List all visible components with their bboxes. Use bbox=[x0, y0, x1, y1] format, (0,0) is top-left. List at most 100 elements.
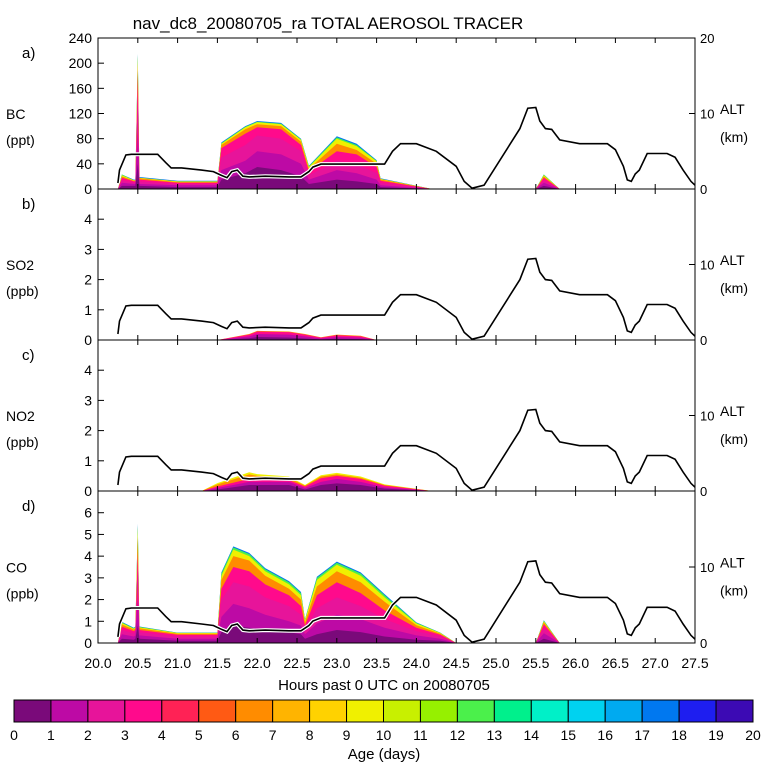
colorbar-swatch bbox=[604, 699, 643, 723]
area-age-0-1 bbox=[117, 163, 695, 189]
colorbar-tick-label: 19 bbox=[708, 727, 724, 743]
x-tick-label: 25.5 bbox=[522, 655, 549, 671]
area-age-1-3 bbox=[117, 334, 695, 340]
altitude-line bbox=[117, 560, 696, 644]
colorbar-swatch bbox=[272, 699, 311, 723]
age-colorbar: 0 1 2 3 4 5 6 7 8 9 10 11 12 13 14 15 16 17 18 19 20 bbox=[10, 699, 761, 743]
alt-axis-label: ALT bbox=[720, 554, 745, 570]
colorbar-swatch bbox=[87, 699, 126, 723]
alt-tick-label: 10 bbox=[700, 107, 714, 122]
colorbar-swatch bbox=[678, 699, 717, 723]
colorbar-tick-label: 5 bbox=[195, 727, 203, 743]
colorbar-swatch bbox=[493, 699, 532, 723]
chart-title: nav_dc8_20080705_ra TOTAL AEROSOL TRACER bbox=[133, 14, 524, 33]
altitude-line bbox=[117, 408, 696, 492]
area-age-0-1 bbox=[117, 483, 695, 491]
x-tick-label: 24.5 bbox=[443, 655, 470, 671]
panel-frame bbox=[97, 339, 696, 492]
alt-tick-label: 20 bbox=[700, 31, 714, 46]
colorbar-tick-label: 8 bbox=[306, 727, 314, 743]
colorbar-tick-label: 7 bbox=[269, 727, 277, 743]
y-tick-label: 3 bbox=[84, 570, 92, 586]
alt-tick-label: 10 bbox=[700, 258, 714, 273]
colorbar-swatch bbox=[567, 699, 606, 723]
y-tick-label: 6 bbox=[84, 505, 92, 521]
alt-tick-label: 10 bbox=[700, 560, 714, 575]
x-tick-label: 23.0 bbox=[323, 655, 350, 671]
y-tick-label: 0 bbox=[84, 181, 92, 197]
panel-so2: 0 1 2 3 4 0 10 b) SO2 (ppb) ALT (km) bbox=[6, 188, 748, 348]
y-tick-label: 80 bbox=[76, 131, 92, 147]
colorbar-swatch bbox=[383, 699, 421, 723]
panels-layer: 0408012016020024001020a)BC(ppt)ALT(km)01… bbox=[6, 30, 748, 651]
colorbar-swatch bbox=[124, 699, 163, 723]
colorbar-tick-label: 2 bbox=[84, 727, 92, 743]
panel-letter: c) bbox=[22, 347, 35, 364]
colorbar-swatch bbox=[641, 699, 680, 723]
y-tick-label: 160 bbox=[69, 80, 93, 96]
alt-tick-label: 10 bbox=[700, 409, 714, 424]
colorbar-swatch bbox=[161, 699, 200, 723]
y-tick-label: 1 bbox=[84, 453, 92, 469]
colorbar-tick-label: 16 bbox=[597, 727, 613, 743]
area-age-3-5 bbox=[117, 331, 695, 340]
panel-frame bbox=[97, 37, 696, 190]
x-tick-label: 22.5 bbox=[283, 655, 310, 671]
colorbar-tick-label: 18 bbox=[671, 727, 687, 743]
x-tick-label: 27.5 bbox=[681, 655, 708, 671]
area-age-1-2 bbox=[117, 132, 695, 189]
y-tick-label: 200 bbox=[69, 55, 93, 71]
y-tick-label: 40 bbox=[76, 156, 92, 172]
panel-species-label: BC bbox=[6, 106, 25, 122]
x-tick-label: 21.0 bbox=[164, 655, 191, 671]
x-tick-label: 22.0 bbox=[244, 655, 271, 671]
colorbar-swatch bbox=[235, 699, 274, 723]
altitude-halo bbox=[115, 105, 697, 191]
y-tick-label: 0 bbox=[84, 635, 92, 651]
panel-no2: 0 1 2 3 4 0 10 c) NO2 (ppb) ALT (km) bbox=[6, 339, 748, 499]
y-tick-label: 3 bbox=[84, 241, 92, 257]
alt-tick-label: 0 bbox=[700, 636, 707, 651]
y-tick-label: 1 bbox=[84, 302, 92, 318]
colorbar-swatch bbox=[456, 699, 495, 723]
colorbar-swatch bbox=[715, 699, 754, 723]
colorbar-tick-label: 4 bbox=[158, 727, 166, 743]
area-age-5-20 bbox=[117, 330, 695, 340]
panel-species-label: CO bbox=[6, 559, 27, 575]
x-tick-label: 20.0 bbox=[84, 655, 111, 671]
y-tick-label: 4 bbox=[84, 211, 92, 227]
panel-unit-label: (ppb) bbox=[6, 585, 39, 601]
colorbar-swatch bbox=[419, 699, 458, 723]
colorbar-tick-label: 14 bbox=[524, 727, 540, 743]
panel-species-label: NO2 bbox=[6, 408, 35, 424]
y-tick-label: 0 bbox=[84, 332, 92, 348]
alt-unit-label: (km) bbox=[720, 129, 748, 145]
alt-unit-label: (km) bbox=[720, 280, 748, 296]
area-age-2-3 bbox=[117, 573, 695, 643]
panel-letter: d) bbox=[22, 498, 35, 515]
panel-unit-label: (ppt) bbox=[6, 132, 35, 148]
x-axis: 20.0 20.5 21.0 21.5 22.0 22.5 23.0 23.5 24.0 24.5… bbox=[84, 655, 708, 671]
x-axis-label: Hours past 0 UTC on 20080705 bbox=[278, 677, 490, 694]
area-age-1-3 bbox=[117, 478, 695, 491]
altitude-halo bbox=[115, 407, 697, 493]
colorbar-tick-label: 15 bbox=[560, 727, 576, 743]
colorbar-tick-label: 11 bbox=[413, 727, 428, 743]
panel-unit-label: (ppb) bbox=[6, 283, 39, 299]
colorbar-tick-label: 17 bbox=[634, 727, 650, 743]
y-tick-label: 4 bbox=[84, 362, 92, 378]
alt-unit-label: (km) bbox=[720, 582, 748, 598]
x-tick-label: 27.0 bbox=[642, 655, 669, 671]
altitude-halo bbox=[115, 256, 697, 342]
alt-tick-label: 0 bbox=[700, 333, 707, 348]
x-tick-label: 25.0 bbox=[482, 655, 509, 671]
y-tick-label: 0 bbox=[84, 483, 92, 499]
area-age-0-1 bbox=[117, 337, 695, 340]
x-tick-label: 24.0 bbox=[403, 655, 430, 671]
alt-axis-label: ALT bbox=[720, 101, 745, 117]
colorbar-tick-label: 12 bbox=[450, 727, 466, 743]
y-tick-label: 2 bbox=[84, 272, 92, 288]
y-tick-label: 5 bbox=[84, 526, 92, 542]
y-tick-label: 1 bbox=[84, 613, 92, 629]
